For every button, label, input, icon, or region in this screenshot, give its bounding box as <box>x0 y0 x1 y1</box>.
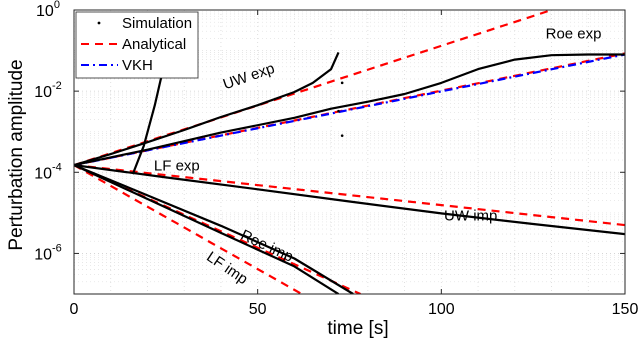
series-line-analytical <box>74 164 361 294</box>
curve-annotation: UW imp <box>444 207 497 224</box>
y-tick-exponent: -2 <box>52 80 62 92</box>
series-line-analytical <box>74 164 303 294</box>
curve-annotation: LF exp <box>154 158 200 175</box>
simulation-point <box>340 81 344 85</box>
series-line-simulation <box>74 164 354 294</box>
simulation-point <box>337 109 340 113</box>
x-axis-label: time [s] <box>327 318 388 339</box>
legend-entry-label: VKH <box>122 57 153 74</box>
y-tick-label: 10-4 <box>34 161 62 182</box>
series-line-simulation <box>74 164 340 294</box>
y-tick-label: 100 <box>36 0 60 20</box>
y-tick-base: 10 <box>34 165 52 182</box>
legend-entry-label: Analytical <box>122 36 186 53</box>
y-tick-exponent: 0 <box>54 0 60 11</box>
plot-series <box>74 10 625 294</box>
x-tick-label: 100 <box>428 301 455 318</box>
series-line-simulation <box>131 72 164 175</box>
y-tick-label: 10-2 <box>34 80 62 101</box>
x-tick-label: 0 <box>70 301 79 318</box>
series-line-simulation <box>74 164 625 236</box>
legend: Simulation Analytical VKH <box>75 11 199 79</box>
series-line-simulation <box>74 53 625 167</box>
y-tick-base: 10 <box>34 84 52 101</box>
axes-box <box>73 9 626 295</box>
curve-annotation: Roe exp <box>546 25 602 42</box>
legend-swatch-dot <box>97 21 101 25</box>
y-tick-exponent: -4 <box>52 161 62 173</box>
y-tick-label: 10-6 <box>34 242 62 263</box>
y-axis-label: Perturbation amplitude <box>6 59 27 250</box>
x-tick-label: 50 <box>249 301 267 318</box>
legend-entry-label: Simulation <box>122 15 192 32</box>
series-line-simulation <box>74 51 340 167</box>
series-line-vkh <box>74 53 625 167</box>
x-tick-label: 150 <box>612 301 639 318</box>
simulation-point <box>340 134 344 137</box>
y-tick-exponent: -6 <box>52 242 62 254</box>
y-tick-base: 10 <box>34 246 52 263</box>
y-tick-base: 10 <box>36 3 54 20</box>
